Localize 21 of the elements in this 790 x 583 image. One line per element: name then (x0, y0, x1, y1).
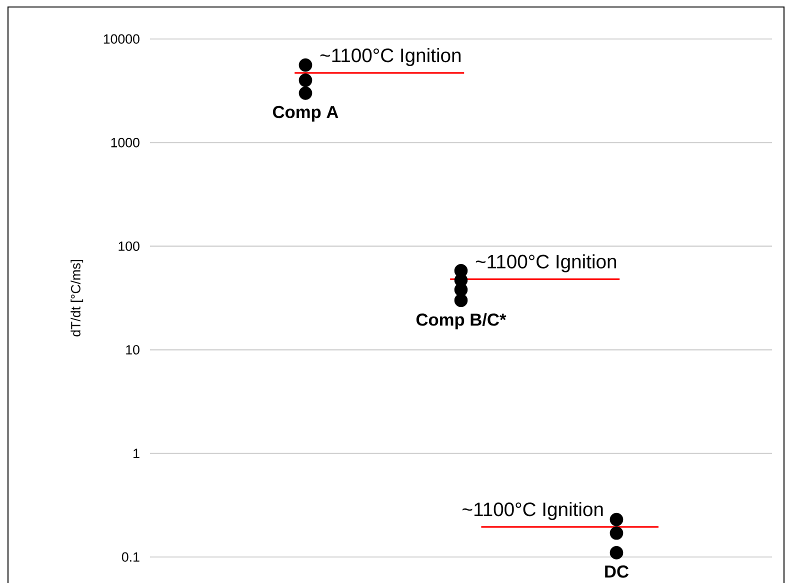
ref-line-label: ~1100°C Ignition (320, 48, 461, 66)
point (298, 58, 312, 72)
point (454, 283, 468, 296)
ref-line-label: ~1100°C Ignition (476, 254, 616, 272)
x-tick-label: DC (605, 565, 629, 578)
point (610, 526, 624, 540)
y-tick-label: 10 (126, 345, 140, 355)
point (298, 74, 312, 87)
y-tick-label: 1 (134, 448, 140, 458)
y-tick-label: 10000 (104, 34, 140, 44)
x-tick-label: Comp A (272, 106, 338, 122)
point (610, 512, 624, 526)
y-tick-label: 0.1 (122, 552, 140, 562)
y-tick-label: 1000 (111, 138, 140, 148)
y-tick-label: 100 (118, 241, 140, 251)
point (610, 546, 624, 560)
x-tick-label: Comp B/C* (416, 313, 506, 330)
point (454, 294, 468, 308)
point (298, 86, 312, 100)
ref-line-label: ~1100°C Ignition (462, 502, 603, 520)
y-axis-title: dT/dt [°C/ms] (70, 260, 84, 336)
